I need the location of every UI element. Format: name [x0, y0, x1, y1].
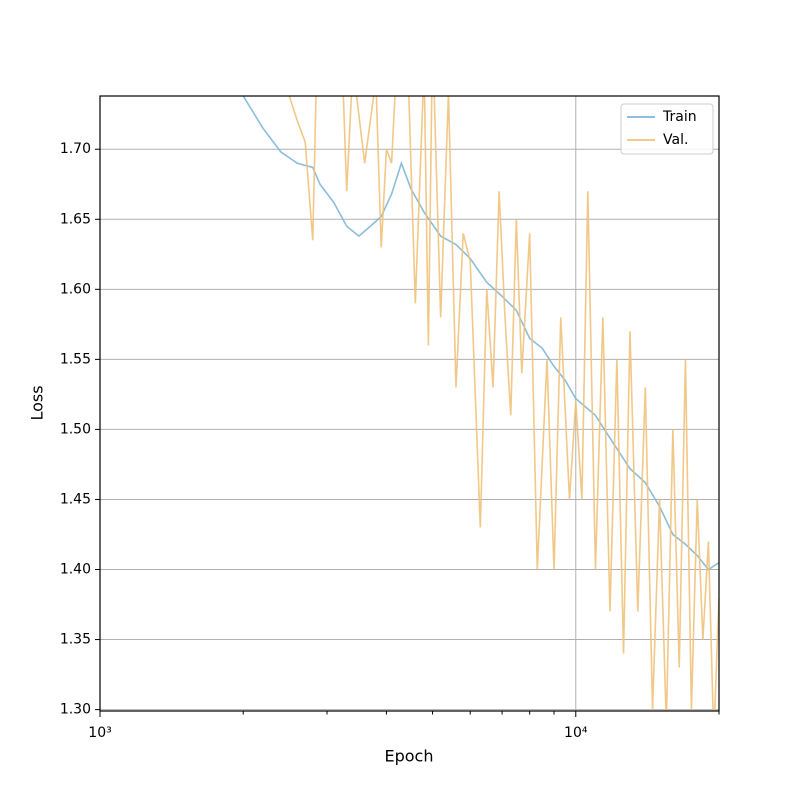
plot-frame	[99, 95, 720, 712]
y-tick-label: 1.45	[60, 491, 91, 507]
x-axis-label: Epoch	[385, 747, 434, 766]
y-tick-label: 1.55	[60, 351, 91, 367]
plot-lines	[242, 96, 719, 711]
y-tick-label: 1.70	[60, 141, 91, 157]
y-tick-label: 1.30	[60, 702, 91, 718]
y-tick-label: 1.50	[60, 421, 91, 437]
x-tick-label: 10³	[88, 725, 111, 741]
y-axis-label: Loss	[28, 385, 47, 420]
legend-label: Train	[662, 109, 697, 125]
series-line	[288, 96, 719, 711]
y-tick-label: 1.65	[60, 211, 91, 227]
y-tick-label: 1.60	[60, 281, 91, 297]
x-tick-label: 10⁴	[564, 725, 588, 741]
legend-label: Val.	[663, 132, 688, 148]
y-tick-label: 1.35	[60, 632, 91, 648]
y-tick-label: 1.40	[60, 562, 91, 578]
